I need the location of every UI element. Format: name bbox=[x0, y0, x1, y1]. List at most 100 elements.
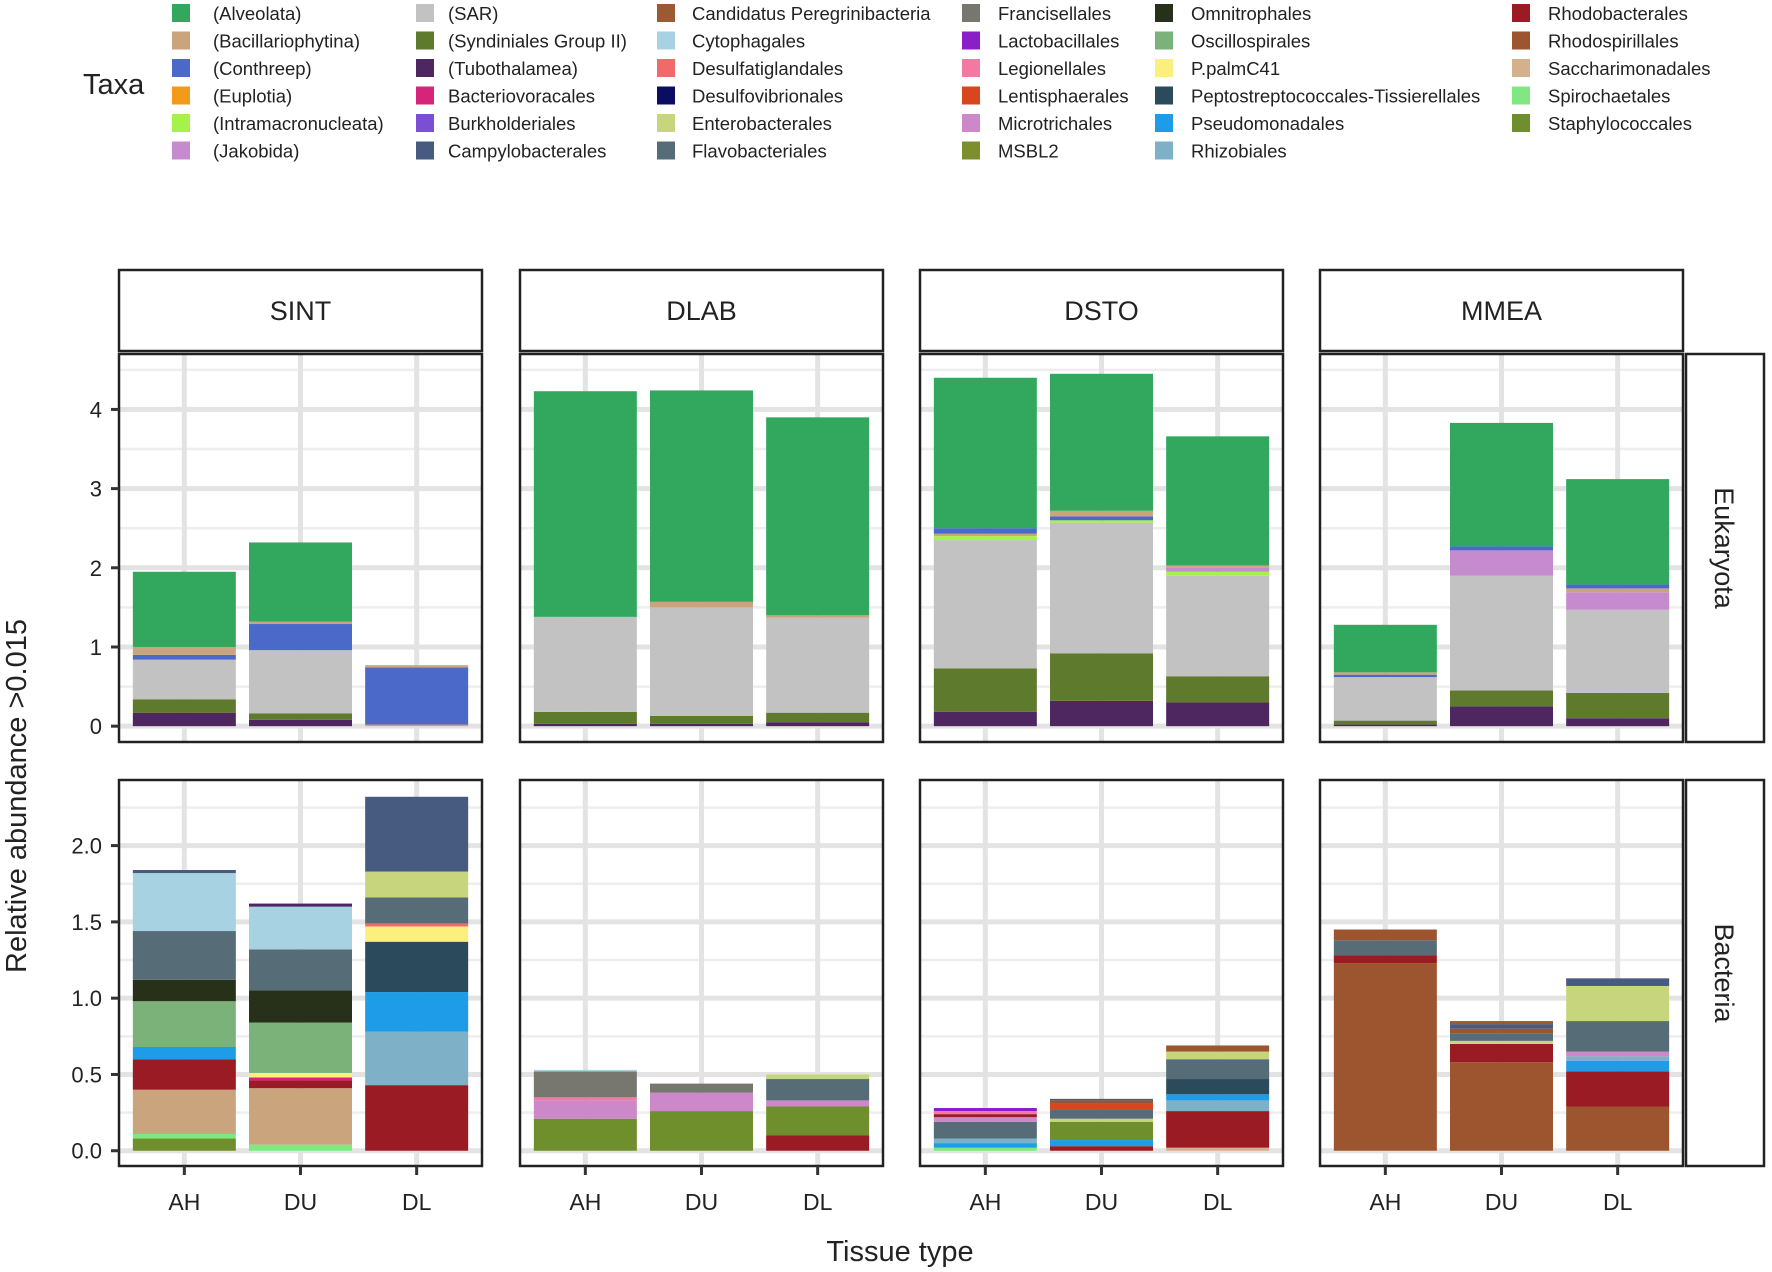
bar-segment bbox=[1566, 1071, 1670, 1107]
bar-segment bbox=[650, 390, 753, 602]
bar-segment bbox=[132, 659, 236, 700]
panel-dlab-eukaryota bbox=[518, 352, 885, 744]
bar-segment bbox=[132, 654, 236, 660]
row-strip bbox=[1684, 778, 1766, 1168]
legend-key bbox=[962, 141, 980, 160]
bar-segment bbox=[1566, 718, 1670, 727]
legend-key bbox=[1512, 59, 1530, 77]
bar-segment bbox=[1566, 588, 1670, 593]
bar-segment bbox=[1333, 720, 1437, 725]
legend-label: Pseudomonadales bbox=[1191, 113, 1344, 134]
legend-key bbox=[172, 31, 190, 50]
bar-segment bbox=[1566, 609, 1670, 693]
bar-segment bbox=[650, 715, 753, 724]
bar-segment bbox=[533, 1100, 637, 1119]
bar-segment bbox=[1566, 1106, 1670, 1151]
bar-segment bbox=[365, 724, 469, 727]
legend-key bbox=[657, 141, 675, 160]
bar-segment bbox=[533, 616, 637, 712]
x-tick-label: DL bbox=[1603, 1189, 1633, 1215]
legend-label: Staphylococcales bbox=[1548, 113, 1692, 134]
column-strip bbox=[518, 268, 885, 353]
bar-segment bbox=[1050, 1098, 1153, 1101]
bar-segment bbox=[1166, 1111, 1270, 1148]
legend-label: (Euplotia) bbox=[213, 86, 292, 107]
legend-key bbox=[657, 31, 675, 50]
bar-segment bbox=[365, 992, 469, 1032]
bar-segment bbox=[1333, 624, 1437, 673]
bar-segment bbox=[132, 870, 236, 874]
column-strip-label: DSTO bbox=[1064, 296, 1139, 326]
legend-label: Bacteriovoracales bbox=[448, 86, 595, 107]
column-strip-label: MMEA bbox=[1461, 296, 1542, 326]
bar-segment bbox=[1566, 1056, 1670, 1061]
bar-segment bbox=[766, 1079, 870, 1101]
legend-title: Taxa bbox=[83, 69, 145, 101]
legend-key bbox=[172, 141, 190, 160]
legend-label: MSBL2 bbox=[998, 141, 1059, 162]
bar-segment bbox=[132, 1089, 236, 1134]
legend-key bbox=[1155, 114, 1173, 132]
bar-segment bbox=[132, 1059, 236, 1090]
bar-segment bbox=[365, 665, 469, 668]
bar-segment bbox=[1333, 963, 1437, 1151]
legend-label: Cytophagales bbox=[692, 31, 805, 52]
bar-segment bbox=[132, 712, 236, 727]
bar-segment bbox=[1050, 510, 1153, 517]
bar-segment bbox=[766, 417, 870, 616]
bar-segment bbox=[1333, 955, 1437, 964]
bar-segment bbox=[1566, 479, 1670, 585]
bar-segment bbox=[933, 1114, 1037, 1118]
legend-key bbox=[657, 59, 675, 77]
y-tick-label: 1 bbox=[90, 635, 102, 660]
bar-segment bbox=[132, 873, 236, 932]
legend-key bbox=[657, 4, 675, 22]
bar-segment bbox=[249, 624, 352, 651]
bar-segment bbox=[1450, 422, 1553, 547]
bar-segment bbox=[249, 650, 352, 714]
bar-segment bbox=[1450, 550, 1553, 576]
bar-segment bbox=[365, 897, 469, 924]
bar-segment bbox=[365, 941, 469, 993]
bar-segment bbox=[1050, 1100, 1153, 1104]
bar-segment bbox=[249, 1088, 352, 1145]
legend-key bbox=[416, 4, 434, 22]
row-strip-label: Eukaryota bbox=[1709, 487, 1739, 610]
bar-segment bbox=[365, 923, 469, 927]
bar-segment bbox=[1450, 1062, 1553, 1151]
legend-key bbox=[172, 59, 190, 77]
panel-dlab-bacteria bbox=[518, 778, 885, 1168]
legend-key bbox=[416, 59, 434, 77]
bar-segment bbox=[1333, 677, 1437, 721]
legend-label: Desulfatiglandales bbox=[692, 58, 843, 79]
bar-segment bbox=[1050, 1118, 1153, 1122]
bar-segment bbox=[533, 1118, 637, 1151]
legend-label: Saccharimonadales bbox=[1548, 58, 1710, 79]
bar-segment bbox=[1050, 373, 1153, 511]
legend-label: Desulfovibrionales bbox=[692, 86, 843, 107]
bar-segment bbox=[533, 723, 637, 727]
legend-label: Omnitrophales bbox=[1191, 3, 1311, 24]
legend-label: (Intramacronucleata) bbox=[213, 113, 384, 134]
x-tick-label: DL bbox=[402, 1189, 432, 1215]
bar-segment bbox=[365, 796, 469, 872]
legend-key bbox=[962, 4, 980, 22]
facet-panels bbox=[117, 352, 1685, 1168]
x-axis-label: Tissue type bbox=[826, 1236, 973, 1268]
column-strip bbox=[1318, 268, 1685, 353]
bar-segment bbox=[933, 540, 1037, 669]
bar-segment bbox=[1166, 702, 1270, 727]
bar-segment bbox=[1050, 1146, 1153, 1151]
bar-segment bbox=[1450, 546, 1553, 551]
bar-segment bbox=[249, 621, 352, 625]
bar-segment bbox=[766, 1106, 870, 1136]
bar-segment bbox=[533, 711, 637, 724]
bar-segment bbox=[766, 722, 870, 727]
axes: 0 1 2 3 4 0.0 0.5 1.0 1.5 2.0 AH DU DL AH DU DL AH DU DL AH… bbox=[71, 397, 1632, 1215]
bar-segment bbox=[1050, 520, 1153, 523]
bar-segment bbox=[1166, 575, 1270, 677]
bar-segment bbox=[766, 1100, 870, 1107]
bar-segment bbox=[1166, 1051, 1270, 1060]
bar-segment bbox=[249, 1077, 352, 1081]
